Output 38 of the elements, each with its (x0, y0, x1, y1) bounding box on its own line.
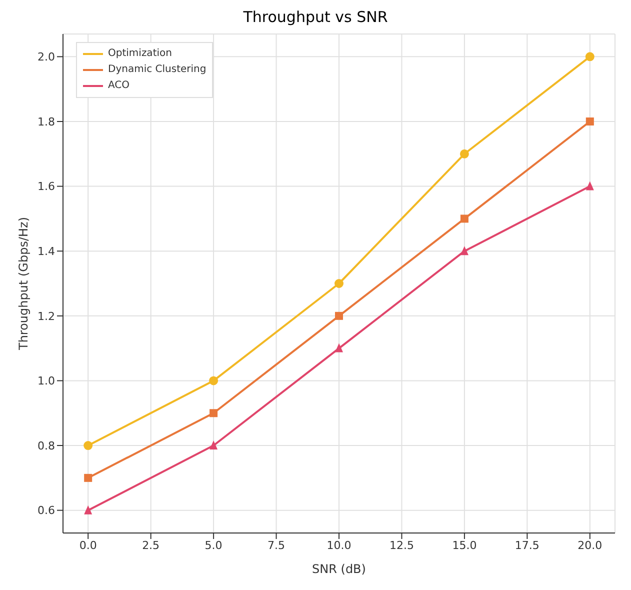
point (460, 246, 468, 256)
y-tick-label: 1.2 (38, 310, 55, 323)
y-axis-title: Throughput (Gbps/Hz) (16, 216, 30, 352)
y-tick-label: 1.4 (38, 245, 55, 258)
point (334, 279, 344, 288)
point (586, 117, 594, 126)
point (586, 181, 594, 190)
point (84, 441, 93, 450)
y-tick-label: 2.0 (38, 50, 55, 64)
x-axis-title: SNR (dB) (312, 562, 366, 576)
x-tick-label: 20.0 (578, 538, 602, 552)
y-tick-label: 1.8 (38, 115, 55, 128)
y-tick-label: 0.8 (38, 439, 55, 452)
y-tick-label: 0.6 (38, 504, 55, 518)
x-tick-label: 2.5 (142, 538, 160, 552)
chart-title: Throughput vs SNR (242, 8, 389, 28)
point (84, 474, 92, 482)
y-tick-label: 1.0 (38, 374, 55, 388)
x-tick-label: 10.0 (326, 538, 352, 552)
point (84, 505, 92, 514)
point (210, 409, 218, 418)
point (585, 52, 594, 62)
legend-label: Optimization (108, 47, 172, 61)
point (335, 343, 343, 352)
x-tick-label: 7.5 (268, 538, 286, 552)
point (209, 376, 218, 386)
y-tick-label: 1.6 (38, 180, 55, 194)
point (460, 149, 469, 158)
x-tick-label: 12.5 (389, 538, 414, 552)
x-tick-label: 17.5 (514, 538, 540, 552)
point (335, 312, 343, 320)
x-tick-label: 15.0 (452, 538, 477, 552)
point (460, 214, 468, 223)
point (210, 440, 218, 450)
x-tick-label: 5.0 (204, 538, 222, 552)
x-tick-label: 0.0 (79, 538, 97, 552)
legend-label: Dynamic Clustering (108, 63, 206, 77)
legend-label: ACO (108, 79, 130, 93)
